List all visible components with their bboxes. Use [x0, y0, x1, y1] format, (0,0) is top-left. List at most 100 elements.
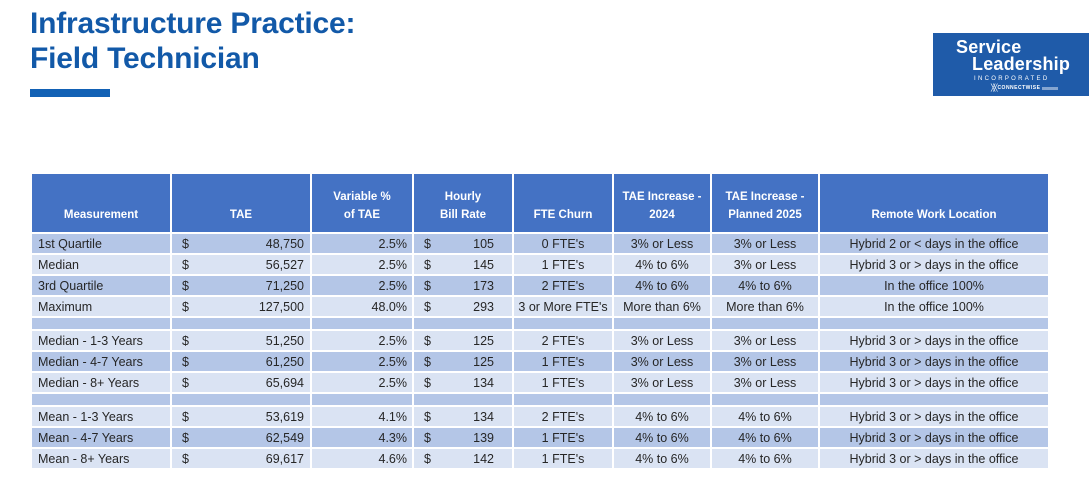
page-title-line2: Field Technician — [30, 42, 260, 75]
cell-remote-work: Hybrid 3 or > days in the office — [820, 352, 1048, 371]
cell-tae: $71,250 — [172, 276, 310, 295]
table-row: Median - 8+ Years $65,694 2.5% $134 1 FTE's 3… — [32, 373, 1048, 392]
cell-tae: $48,750 — [172, 234, 310, 253]
amount: 48,750 — [265, 236, 304, 251]
column-header-variable-pct: Variable % of TAE — [312, 174, 412, 232]
cell-variable-pct: 2.5% — [312, 373, 412, 392]
cell-tae-increase-2024: 4% to 6% — [614, 407, 710, 426]
spacer-cell — [820, 318, 1048, 329]
service-leadership-logo: Service Leadership INCORPORATED ╳╳ CONNE… — [933, 33, 1089, 96]
currency-symbol: $ — [424, 375, 431, 390]
spacer-cell — [514, 318, 612, 329]
cell-tae-increase-2025: 4% to 6% — [712, 407, 818, 426]
table-row: 3rd Quartile $71,250 2.5% $173 2 FTE's 4% to … — [32, 276, 1048, 295]
amount: 62,549 — [265, 430, 304, 445]
cell-tae: $65,694 — [172, 373, 310, 392]
spacer-cell — [712, 318, 818, 329]
cell-fte-churn: 0 FTE's — [514, 234, 612, 253]
cell-tae-increase-2025: 3% or Less — [712, 255, 818, 274]
cell-measurement: 1st Quartile — [32, 234, 170, 253]
cell-measurement: Median — [32, 255, 170, 274]
spacer-cell — [172, 318, 310, 329]
cell-bill-rate: $145 — [414, 255, 512, 274]
spacer-cell — [414, 318, 512, 329]
spacer-cell — [414, 394, 512, 405]
cell-bill-rate: $139 — [414, 428, 512, 447]
spacer-row — [32, 318, 1048, 329]
cell-remote-work: In the office 100% — [820, 276, 1048, 295]
column-header-fte-churn: FTE Churn — [514, 174, 612, 232]
spacer-cell — [614, 394, 710, 405]
cell-fte-churn: 1 FTE's — [514, 255, 612, 274]
table-row: Median - 4-7 Years $61,250 2.5% $125 1 FTE's… — [32, 352, 1048, 371]
cell-tae-increase-2024: 3% or Less — [614, 331, 710, 350]
cell-tae-increase-2025: 4% to 6% — [712, 428, 818, 447]
amount: 61,250 — [265, 354, 304, 369]
amount: 142 — [473, 451, 494, 466]
cell-measurement: Mean - 4-7 Years — [32, 428, 170, 447]
cell-variable-pct: 2.5% — [312, 255, 412, 274]
table-row: Mean - 8+ Years $69,617 4.6% $142 1 FTE's 4% … — [32, 449, 1048, 468]
cell-measurement: Mean - 1-3 Years — [32, 407, 170, 426]
spacer-cell — [172, 394, 310, 405]
currency-symbol: $ — [424, 430, 431, 445]
amount: 56,527 — [265, 257, 304, 272]
amount: 71,250 — [265, 278, 304, 293]
cell-remote-work: Hybrid 3 or > days in the office — [820, 255, 1048, 274]
cell-tae-increase-2024: 3% or Less — [614, 352, 710, 371]
benchmark-table: Measurement TAE Variable % of TAE Hourly Bi… — [30, 172, 1050, 470]
cell-fte-churn: 1 FTE's — [514, 428, 612, 447]
cell-fte-churn: 1 FTE's — [514, 352, 612, 371]
cell-variable-pct: 48.0% — [312, 297, 412, 316]
cell-tae: $69,617 — [172, 449, 310, 468]
amount: 51,250 — [265, 333, 304, 348]
table-body: 1st Quartile $48,750 2.5% $105 0 FTE's 3% or … — [32, 234, 1048, 468]
table-row: Mean - 1-3 Years $53,619 4.1% $134 2 FTE's 4%… — [32, 407, 1048, 426]
cell-bill-rate: $134 — [414, 407, 512, 426]
cell-tae-increase-2025: 3% or Less — [712, 331, 818, 350]
column-header-measurement: Measurement — [32, 174, 170, 232]
cell-variable-pct: 2.5% — [312, 331, 412, 350]
cell-bill-rate: $125 — [414, 352, 512, 371]
column-header-remote-work: Remote Work Location — [820, 174, 1048, 232]
spacer-cell — [32, 318, 170, 329]
cell-variable-pct: 2.5% — [312, 276, 412, 295]
logo-word-service: Service — [956, 37, 1022, 57]
logo-word-leadership: Leadership — [972, 54, 1071, 74]
cell-measurement: Mean - 8+ Years — [32, 449, 170, 468]
amount: 293 — [473, 299, 494, 314]
currency-symbol: $ — [424, 236, 431, 251]
cell-tae: $127,500 — [172, 297, 310, 316]
currency-symbol: $ — [182, 451, 189, 466]
amount: 53,619 — [265, 409, 304, 424]
cell-tae-increase-2024: 4% to 6% — [614, 255, 710, 274]
cell-tae-increase-2025: 3% or Less — [712, 352, 818, 371]
amount: 125 — [473, 333, 494, 348]
cell-measurement: Median - 1-3 Years — [32, 331, 170, 350]
cell-tae-increase-2024: 4% to 6% — [614, 449, 710, 468]
cell-tae: $62,549 — [172, 428, 310, 447]
currency-symbol: $ — [424, 451, 431, 466]
connectwise-line: ╳╳ CONNECTWISE — [991, 85, 1059, 92]
cell-tae-increase-2024: 3% or Less — [614, 373, 710, 392]
cell-variable-pct: 2.5% — [312, 234, 412, 253]
currency-symbol: $ — [424, 299, 431, 314]
currency-symbol: $ — [182, 333, 189, 348]
amount: 105 — [473, 236, 494, 251]
cell-variable-pct: 4.6% — [312, 449, 412, 468]
cell-fte-churn: 2 FTE's — [514, 331, 612, 350]
cell-tae: $61,250 — [172, 352, 310, 371]
currency-symbol: $ — [424, 354, 431, 369]
cell-variable-pct: 2.5% — [312, 352, 412, 371]
connectwise-tagline-blur — [1042, 86, 1059, 90]
spacer-cell — [712, 394, 818, 405]
cell-variable-pct: 4.3% — [312, 428, 412, 447]
column-header-tae-increase-2024: TAE Increase - 2024 — [614, 174, 710, 232]
cell-fte-churn: 2 FTE's — [514, 276, 612, 295]
currency-symbol: $ — [182, 354, 189, 369]
cell-tae-increase-2025: 4% to 6% — [712, 276, 818, 295]
table-row: Mean - 4-7 Years $62,549 4.3% $139 1 FTE's 4%… — [32, 428, 1048, 447]
cell-remote-work: Hybrid 3 or > days in the office — [820, 373, 1048, 392]
cell-fte-churn: 2 FTE's — [514, 407, 612, 426]
cell-tae-increase-2025: 4% to 6% — [712, 449, 818, 468]
